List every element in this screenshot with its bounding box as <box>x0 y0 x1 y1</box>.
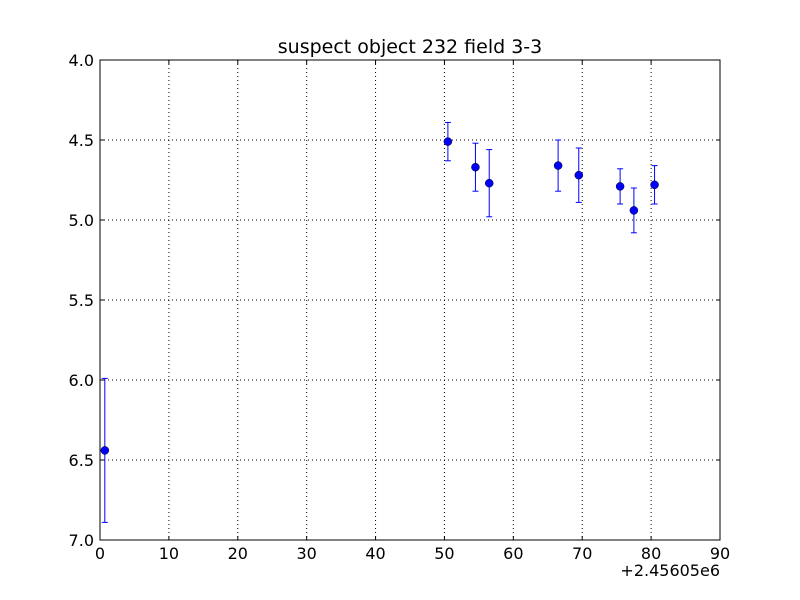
tick-layer: 0 10 20 30 40 50 60 70 80 90 4.0 4.5 5.0 5.5 6.0 6.5 7.0 <box>69 51 731 563</box>
data-point <box>574 170 584 180</box>
data-point <box>100 446 110 455</box>
y-tick-label: 4.0 <box>69 51 94 70</box>
y-tick-label: 5.5 <box>69 291 94 310</box>
grid-layer <box>100 60 720 540</box>
x-tick-label: 70 <box>572 544 592 563</box>
data-point <box>553 161 563 170</box>
x-tick-label: 10 <box>159 544 179 563</box>
data-point <box>443 137 453 146</box>
x-tick-label: 80 <box>641 544 661 563</box>
x-tick-label: 40 <box>365 544 385 563</box>
data-point <box>629 206 639 215</box>
data-point <box>484 178 494 188</box>
x-tick-label: 50 <box>434 544 454 563</box>
x-tick-label: 60 <box>503 544 523 563</box>
data-point <box>615 182 625 191</box>
x-tick-label: 90 <box>710 544 730 563</box>
data-point <box>471 162 480 172</box>
chart-title: suspect object 232 field 3-3 <box>278 36 543 58</box>
y-tick-label: 5.0 <box>69 211 94 230</box>
x-tick-label: 0 <box>95 544 105 563</box>
y-tick-label: 4.5 <box>69 131 94 150</box>
data-layer <box>100 121 659 523</box>
x-tick-label: 30 <box>296 544 316 563</box>
x-offset-label: +2.45605e6 <box>620 561 720 580</box>
y-tick-label: 6.5 <box>69 451 94 470</box>
y-tick-label: 7.0 <box>69 531 94 550</box>
y-tick-label: 6.0 <box>69 371 94 390</box>
x-tick-label: 20 <box>228 544 248 563</box>
data-point <box>650 180 659 190</box>
